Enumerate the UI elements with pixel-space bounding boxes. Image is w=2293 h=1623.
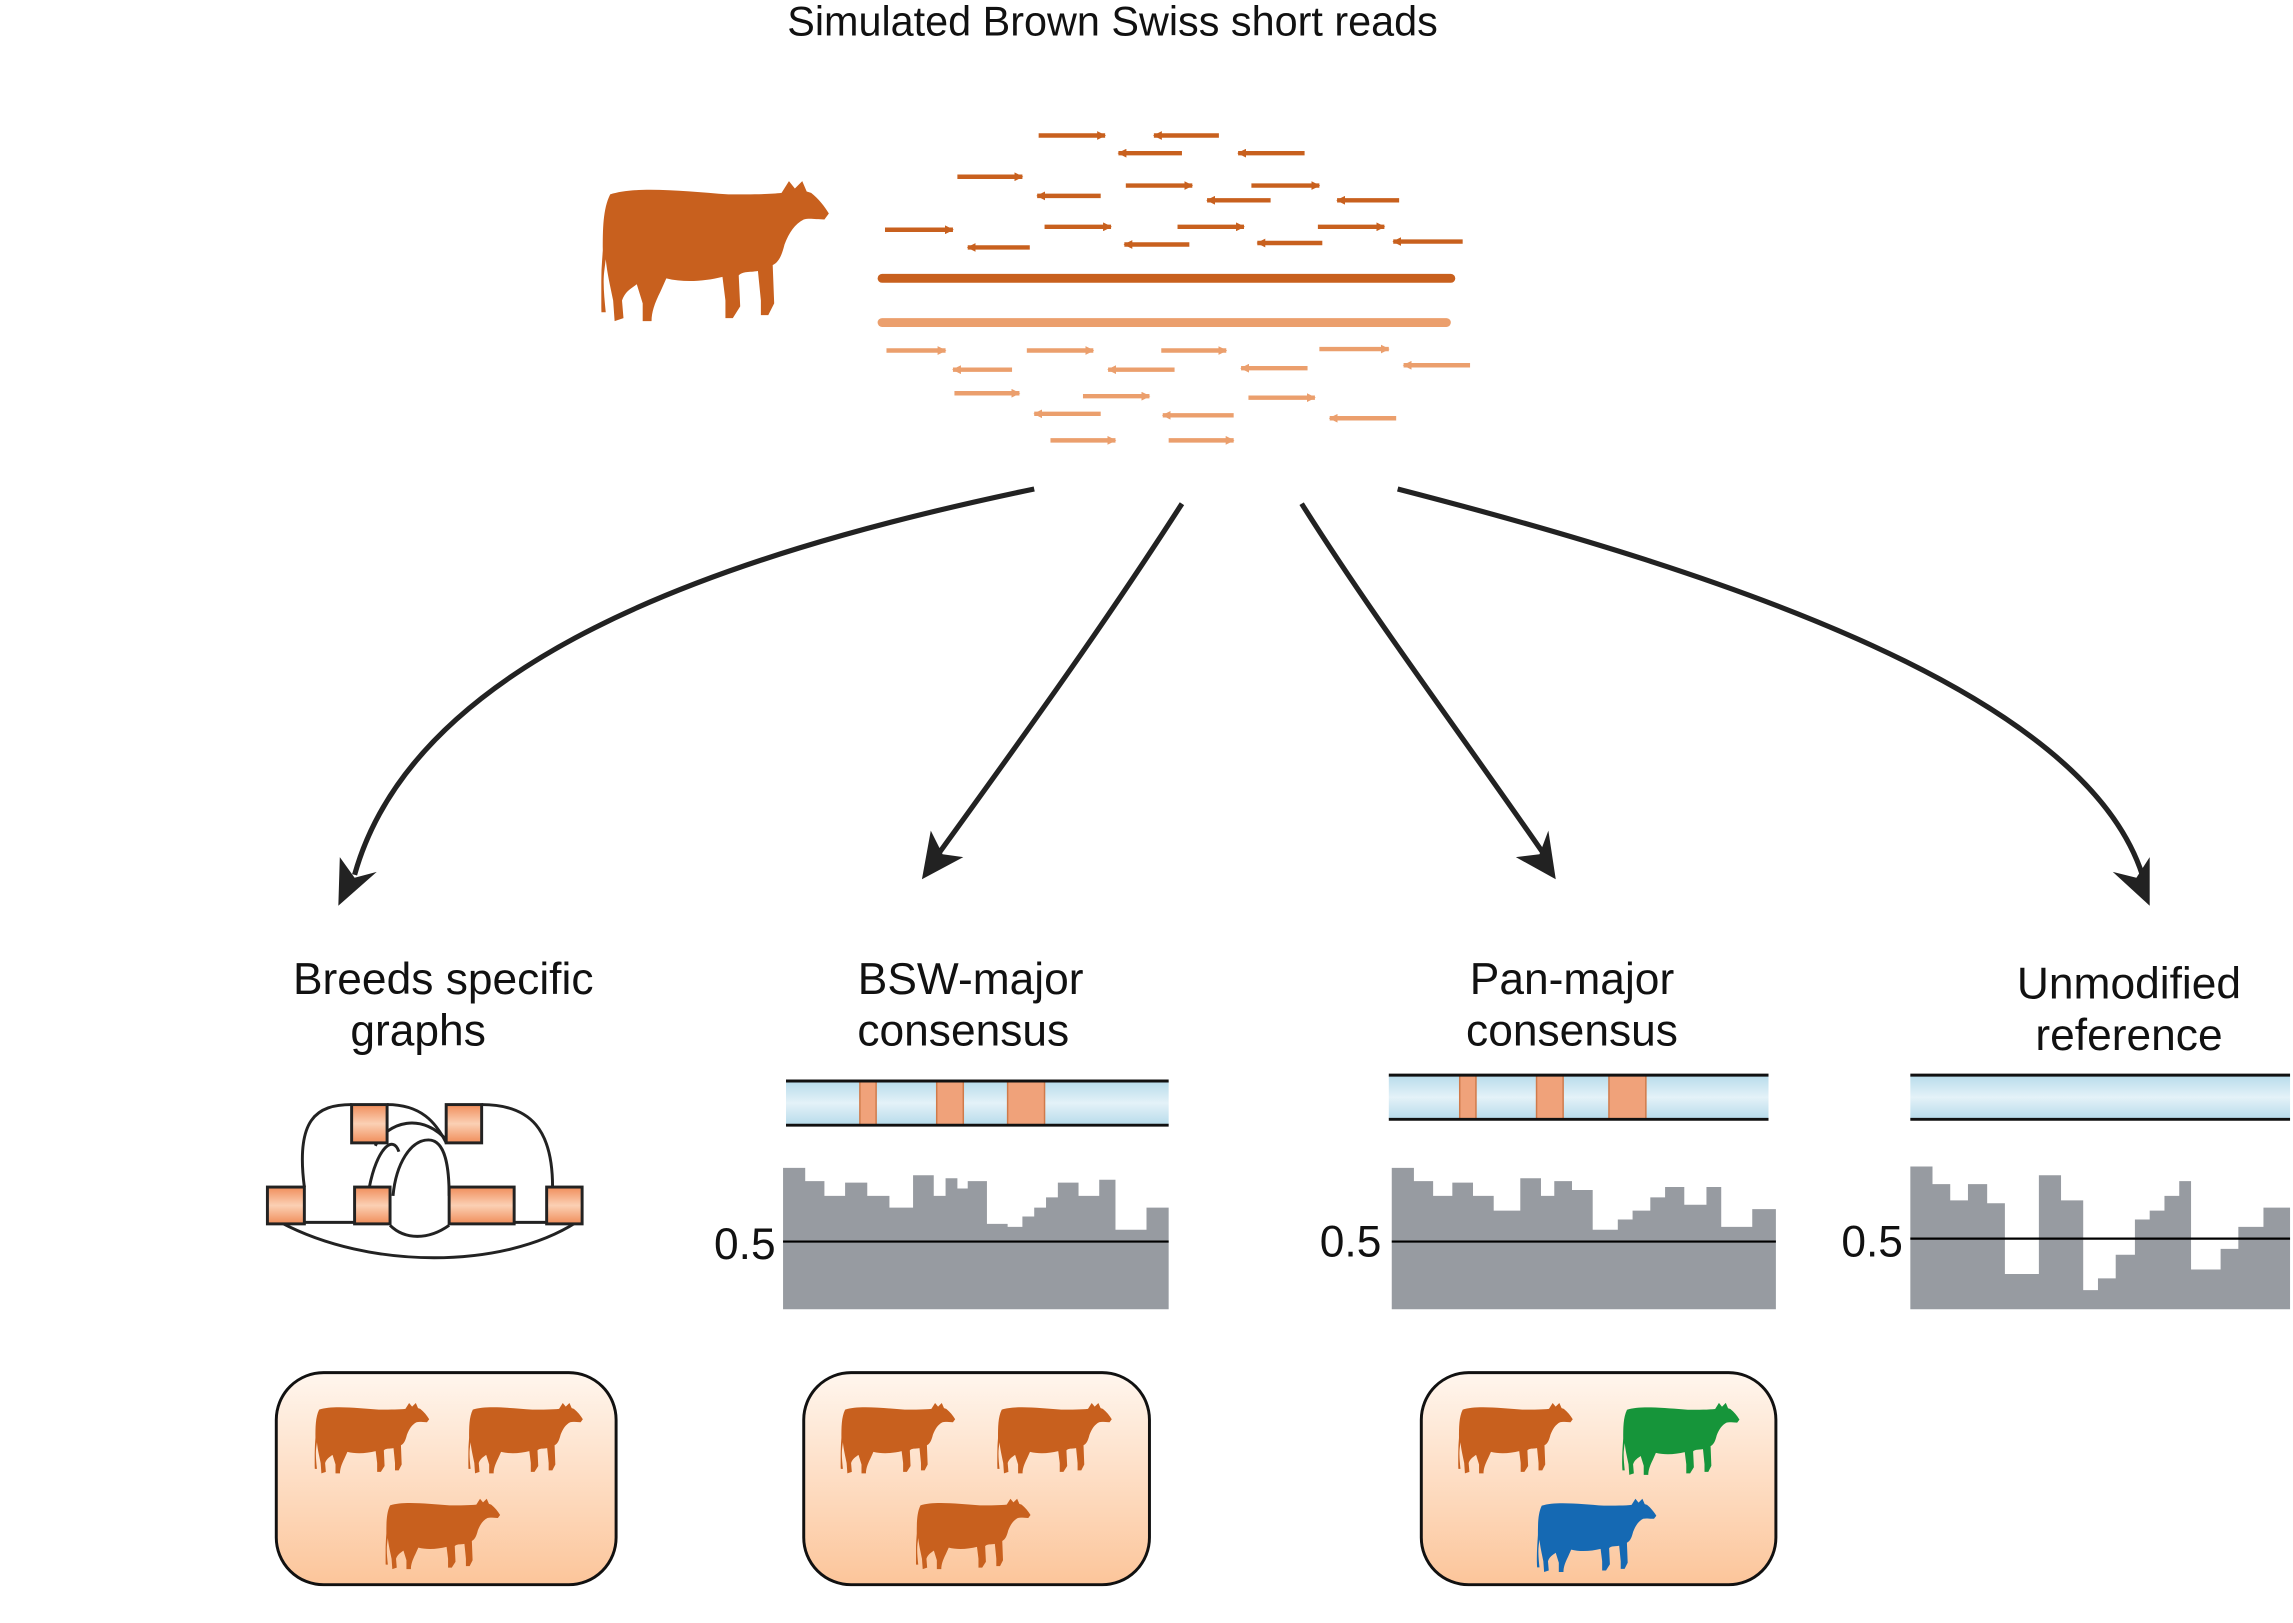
bsw-consensus-reference — [786, 1079, 1169, 1127]
arrow-to-graphs — [352, 486, 1035, 876]
threshold-tick-bsw: 0.5 — [714, 1220, 776, 1269]
panel-labels: Breeds specific graphs BSW-major consens… — [293, 955, 2241, 1060]
mapping-arrows — [352, 486, 2145, 876]
pan-consensus-reference — [1388, 1073, 1769, 1121]
arrow-to-reference — [1397, 486, 2145, 876]
arrowhead-pan — [1515, 830, 1556, 880]
coverage-area-pan — [1391, 1167, 1776, 1310]
threshold-tick-reference: 0.5 — [1841, 1217, 1903, 1266]
unmodified-reference-band — [1910, 1073, 2291, 1121]
cow-box-bsw — [802, 1371, 1151, 1587]
threshold-tick-pan: 0.5 — [1320, 1217, 1382, 1266]
breed-graph-reference — [280, 1103, 578, 1260]
arrow-to-pan-consensus — [1299, 502, 1547, 856]
arrow-to-bsw-consensus — [936, 502, 1185, 856]
reads-upper — [884, 131, 1463, 252]
arrowhead-bsw — [921, 830, 964, 880]
coverage-pan: 0.5 — [1320, 1167, 1776, 1310]
coverage-area-reference — [1910, 1166, 2291, 1310]
arrowhead-reference — [2112, 857, 2150, 906]
short-reads — [877, 131, 1471, 445]
reads-lower — [886, 344, 1471, 445]
figure-title: Simulated Brown Swiss short reads — [787, 0, 1438, 44]
label-graphs-line1: Breeds specific — [293, 955, 594, 1004]
label-graphs-line2: graphs — [350, 1007, 486, 1056]
label-pan-line2: consensus — [1466, 1007, 1678, 1056]
source-brown-swiss-cow — [601, 181, 829, 322]
label-bsw-line2: consensus — [857, 1007, 1069, 1056]
cow-box-graphs — [274, 1371, 618, 1587]
coverage-bsw: 0.5 — [714, 1167, 1169, 1310]
label-pan-line1: Pan-major — [1470, 955, 1674, 1004]
arrowhead-graphs — [338, 857, 377, 906]
coverage-area-bsw — [783, 1167, 1169, 1310]
label-bsw-line1: BSW-major — [858, 955, 1084, 1004]
cow-box-pan — [1419, 1371, 1778, 1587]
label-reference-line2: reference — [2035, 1011, 2222, 1060]
label-reference-line1: Unmodified — [2017, 960, 2241, 1009]
coverage-reference: 0.5 — [1841, 1166, 2291, 1310]
graph-variant-blocks — [265, 1103, 584, 1226]
